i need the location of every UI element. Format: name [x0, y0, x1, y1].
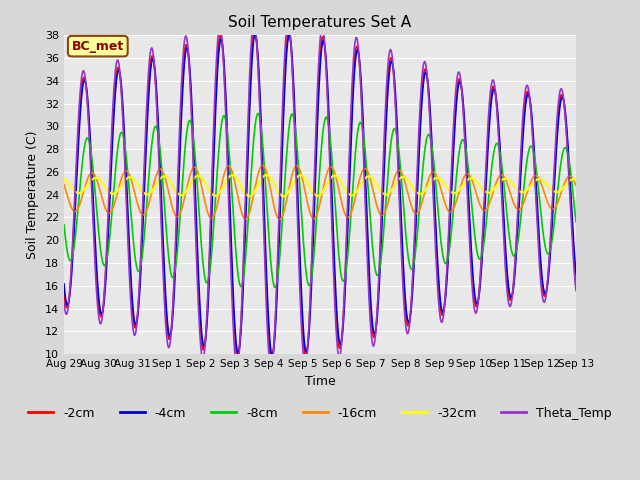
Theta_Temp — [267, 366, 275, 372]
-16cm — [259, 163, 267, 168]
Theta_Temp — [335, 354, 342, 360]
-2cm — [335, 343, 342, 349]
-2cm — [541, 292, 549, 298]
-2cm — [527, 111, 535, 117]
Line: -4cm: -4cm — [64, 35, 576, 355]
Theta_Temp — [572, 288, 580, 293]
-8cm — [254, 110, 262, 116]
-4cm — [527, 106, 535, 112]
Theta_Temp — [541, 297, 549, 302]
-8cm — [271, 285, 279, 290]
-4cm — [60, 281, 68, 287]
-8cm — [572, 219, 580, 225]
Theta_Temp — [346, 132, 354, 137]
-2cm — [469, 282, 477, 288]
X-axis label: Time: Time — [305, 374, 335, 387]
Line: Theta_Temp: Theta_Temp — [64, 21, 576, 369]
-2cm — [268, 356, 275, 362]
-32cm — [541, 180, 549, 185]
-32cm — [280, 193, 287, 199]
-16cm — [346, 213, 354, 218]
-32cm — [335, 176, 342, 181]
-4cm — [346, 165, 354, 170]
-4cm — [268, 352, 276, 358]
-4cm — [469, 271, 477, 277]
-2cm — [572, 279, 580, 285]
-2cm — [251, 28, 259, 34]
-8cm — [335, 253, 342, 259]
-8cm — [541, 245, 549, 251]
-8cm — [203, 280, 211, 286]
Line: -2cm: -2cm — [64, 31, 576, 359]
Theta_Temp — [527, 112, 535, 118]
-32cm — [469, 176, 477, 181]
Theta_Temp — [469, 293, 477, 299]
Line: -32cm: -32cm — [64, 175, 576, 196]
Legend: -2cm, -4cm, -8cm, -16cm, -32cm, Theta_Temp: -2cm, -4cm, -8cm, -16cm, -32cm, Theta_Te… — [23, 402, 617, 425]
-16cm — [527, 178, 535, 184]
-4cm — [335, 336, 342, 341]
-32cm — [346, 192, 354, 198]
Y-axis label: Soil Temperature (C): Soil Temperature (C) — [26, 131, 39, 259]
-4cm — [203, 324, 211, 329]
Theta_Temp — [60, 300, 68, 306]
-32cm — [203, 183, 211, 189]
Theta_Temp — [250, 18, 258, 24]
-8cm — [527, 143, 535, 149]
Line: -8cm: -8cm — [64, 113, 576, 288]
-16cm — [541, 193, 549, 199]
Theta_Temp — [203, 315, 211, 321]
-4cm — [572, 271, 580, 276]
-2cm — [346, 146, 354, 152]
-8cm — [346, 224, 354, 230]
-16cm — [276, 216, 284, 222]
-2cm — [60, 290, 68, 296]
Text: BC_met: BC_met — [72, 40, 124, 53]
-2cm — [203, 317, 211, 323]
Line: -16cm: -16cm — [64, 166, 576, 219]
-16cm — [469, 180, 477, 185]
-16cm — [572, 183, 580, 189]
-16cm — [203, 206, 211, 212]
-4cm — [252, 32, 259, 37]
-32cm — [60, 176, 68, 182]
-16cm — [335, 187, 342, 192]
-8cm — [60, 222, 68, 228]
Title: Soil Temperatures Set A: Soil Temperatures Set A — [228, 15, 412, 30]
-4cm — [541, 291, 549, 297]
-32cm — [572, 177, 580, 183]
-16cm — [60, 182, 68, 188]
-8cm — [469, 214, 477, 220]
-32cm — [527, 182, 535, 188]
-32cm — [262, 172, 270, 178]
